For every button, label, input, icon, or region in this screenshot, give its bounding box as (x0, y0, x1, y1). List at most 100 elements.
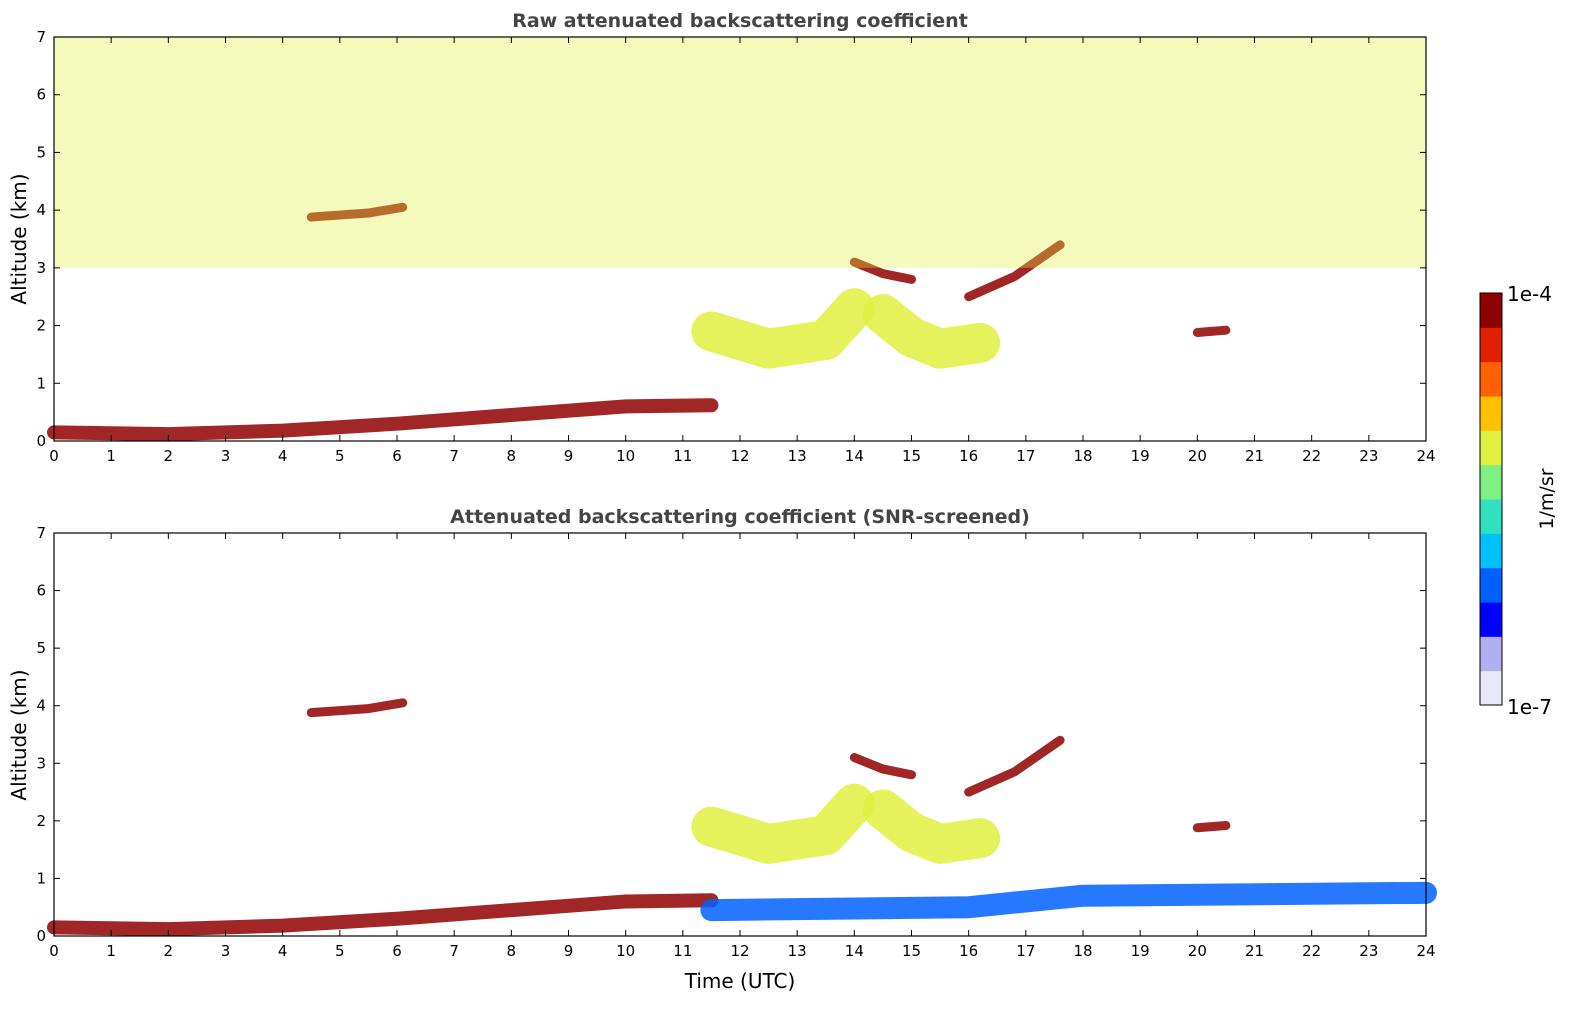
cloud-layer (964, 240, 1065, 302)
x-tick-label: 6 (392, 942, 402, 960)
x-tick-label: 0 (49, 447, 59, 465)
x-axis-label: Time (UTC) (684, 969, 796, 993)
screened-y-axis: 0 1 2 3 4 5 6 7 (36, 524, 1426, 945)
x-tick-label: 1 (106, 942, 116, 960)
x-tick-label: 7 (449, 942, 459, 960)
x-tick-label: 5 (335, 942, 345, 960)
y-tick-label: 4 (36, 697, 46, 715)
x-tick-label: 10 (616, 942, 635, 960)
x-tick-label: 23 (1359, 942, 1378, 960)
colorbar-step (1480, 464, 1502, 500)
y-tick-label: 5 (36, 143, 46, 161)
colorbar-step (1480, 327, 1502, 363)
y-tick-label: 6 (36, 582, 46, 600)
cloud-layer (964, 735, 1065, 797)
x-tick-label: 17 (1016, 942, 1035, 960)
y-tick-label: 3 (36, 259, 46, 277)
colorbar-gradient (1480, 293, 1502, 706)
x-tick-label: 19 (1131, 942, 1150, 960)
y-tick-label: 0 (36, 432, 46, 450)
x-tick-label: 16 (959, 942, 978, 960)
colorbar-step (1480, 430, 1502, 466)
aerosol-layer (691, 783, 875, 864)
colorbar-step (1480, 670, 1502, 706)
y-tick-label: 7 (36, 524, 46, 542)
x-tick-label: 20 (1188, 942, 1207, 960)
cloud-layer (1192, 325, 1231, 337)
y-tick-label: 4 (36, 201, 46, 219)
colorbar-step (1480, 636, 1502, 672)
raw-panel-title: Raw attenuated backscattering coefficien… (512, 10, 968, 32)
aerosol-layer (691, 288, 875, 369)
screened-x-axis: 0 1 2 3 4 5 6 7 8 9 10 11 12 13 14 15 16 17 18 19 20 21 22 23 24 (49, 533, 1436, 960)
x-tick-label: 22 (1302, 447, 1321, 465)
x-tick-label: 1 (106, 447, 116, 465)
y-tick-label: 7 (36, 28, 46, 46)
x-tick-label: 21 (1245, 942, 1264, 960)
y-tick-label: 1 (36, 869, 46, 887)
colorbar-min-label: 1e-7 (1507, 695, 1552, 719)
x-tick-label: 17 (1016, 447, 1035, 465)
colorbar-step (1480, 602, 1502, 637)
x-tick-label: 23 (1359, 447, 1378, 465)
x-tick-label: 24 (1416, 942, 1435, 960)
boundary-layer (47, 893, 719, 937)
raw-heatmap (47, 37, 1426, 442)
y-tick-label: 2 (36, 812, 46, 830)
x-tick-label: 2 (164, 447, 174, 465)
cloud-layer (1192, 820, 1231, 833)
colorbar-step (1480, 361, 1502, 397)
x-tick-label: 9 (564, 942, 574, 960)
x-tick-label: 3 (221, 447, 231, 465)
y-tick-label: 5 (36, 639, 46, 657)
y-tick-label: 3 (36, 754, 46, 772)
screened-panel-title: Attenuated backscattering coefficient (S… (450, 506, 1030, 528)
noise-background (54, 37, 1426, 268)
x-tick-label: 15 (902, 942, 921, 960)
x-tick-label: 11 (673, 447, 692, 465)
raw-x-axis: 0 1 2 3 4 5 6 7 8 9 10 11 12 13 14 15 16 17 18 19 20 21 22 23 24 (49, 37, 1436, 465)
x-tick-label: 18 (1073, 942, 1092, 960)
screened-heatmap (47, 698, 1437, 937)
x-tick-label: 9 (564, 447, 574, 465)
x-tick-label: 2 (164, 942, 174, 960)
cloud-layer (306, 698, 408, 718)
colorbar-step (1480, 293, 1502, 328)
x-tick-label: 15 (902, 447, 921, 465)
x-tick-label: 12 (730, 447, 749, 465)
boundary-layer (47, 398, 719, 442)
screened-plot-frame (53, 532, 1427, 937)
colorbar-frame (1479, 292, 1503, 706)
aerosol-layer (862, 789, 1001, 864)
x-tick-label: 8 (507, 942, 517, 960)
x-tick-label: 5 (335, 447, 345, 465)
aerosol-layer (862, 294, 1001, 369)
x-tick-label: 6 (392, 447, 402, 465)
x-tick-label: 4 (278, 447, 288, 465)
x-tick-label: 20 (1188, 447, 1207, 465)
colorbar-step (1480, 396, 1502, 431)
y-tick-label: 6 (36, 86, 46, 104)
colorbar-step (1480, 533, 1502, 569)
cloud-layer (849, 753, 916, 780)
raw-backscatter-panel: Raw attenuated backscattering coefficien… (7, 10, 1436, 465)
x-tick-label: 7 (449, 447, 459, 465)
raw-y-axis: 0 1 2 3 4 5 6 7 (36, 28, 1426, 450)
x-tick-label: 19 (1131, 447, 1150, 465)
cloud-layer (306, 202, 408, 222)
x-tick-label: 12 (730, 942, 749, 960)
x-tick-label: 24 (1416, 447, 1435, 465)
x-tick-label: 13 (788, 942, 807, 960)
x-tick-label: 22 (1302, 942, 1321, 960)
cloud-layer (849, 257, 916, 284)
x-tick-label: 4 (278, 942, 288, 960)
x-tick-label: 16 (959, 447, 978, 465)
colorbar: 1e-4 1e-7 1/m/sr (1479, 282, 1558, 719)
x-tick-label: 14 (845, 447, 864, 465)
x-tick-label: 21 (1245, 447, 1264, 465)
colorbar-label: 1/m/sr (1536, 468, 1558, 529)
low-signal-layer (700, 881, 1437, 922)
raw-y-axis-label: Altitude (km) (7, 173, 31, 304)
